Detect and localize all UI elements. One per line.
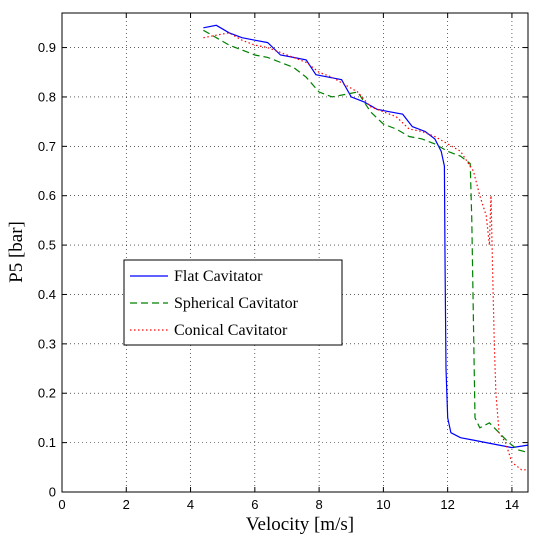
x-tick-label: 0 [58, 497, 65, 512]
x-tick-labels: 0 2 4 6 8 10 12 14 [58, 497, 519, 512]
y-tick-label: 0.2 [38, 386, 56, 401]
plot-frame [61, 12, 529, 493]
y-tick-label: 0.7 [38, 139, 56, 154]
x-tick-label: 2 [123, 497, 130, 512]
y-tick-label: 0.8 [38, 89, 56, 104]
y-tick-label: 0.5 [38, 238, 56, 253]
plot-background [62, 13, 528, 492]
series-line-1 [203, 29, 529, 454]
y-tick-label: 0.3 [38, 336, 56, 351]
series-line-2 [203, 32, 528, 471]
y-tick-label: 0.1 [38, 435, 56, 450]
legend-label-0: Flat Cavitator [174, 268, 263, 285]
y-tick-label: 0.9 [38, 40, 56, 55]
series-line-0 [203, 24, 529, 449]
y-tick-label: 0 [49, 485, 56, 500]
y-tick-label: 0.4 [38, 287, 56, 302]
series-lines [203, 24, 529, 471]
legend-box [123, 259, 343, 346]
x-axis-label: Velocity [m/s] [246, 514, 354, 535]
legend-label-1: Spherical Cavitator [174, 295, 299, 312]
y-tick-labels: 0 0.1 0.2 0.3 0.4 0.5 0.6 0.7 0.8 0.9 [38, 40, 56, 499]
legend: Flat Cavitator Spherical Cavitator Conical… [123, 259, 343, 346]
x-tick-label: 4 [187, 497, 194, 512]
x-tick-label: 8 [315, 497, 322, 512]
y-tick-label: 0.6 [38, 188, 56, 203]
x-tick-label: 12 [440, 497, 454, 512]
x-tick-label: 14 [505, 497, 519, 512]
x-tick-label: 10 [376, 497, 390, 512]
y-axis-label: P5 [bar] [6, 221, 27, 283]
x-tick-label: 6 [251, 497, 258, 512]
legend-label-2: Conical Cavitator [174, 322, 288, 339]
